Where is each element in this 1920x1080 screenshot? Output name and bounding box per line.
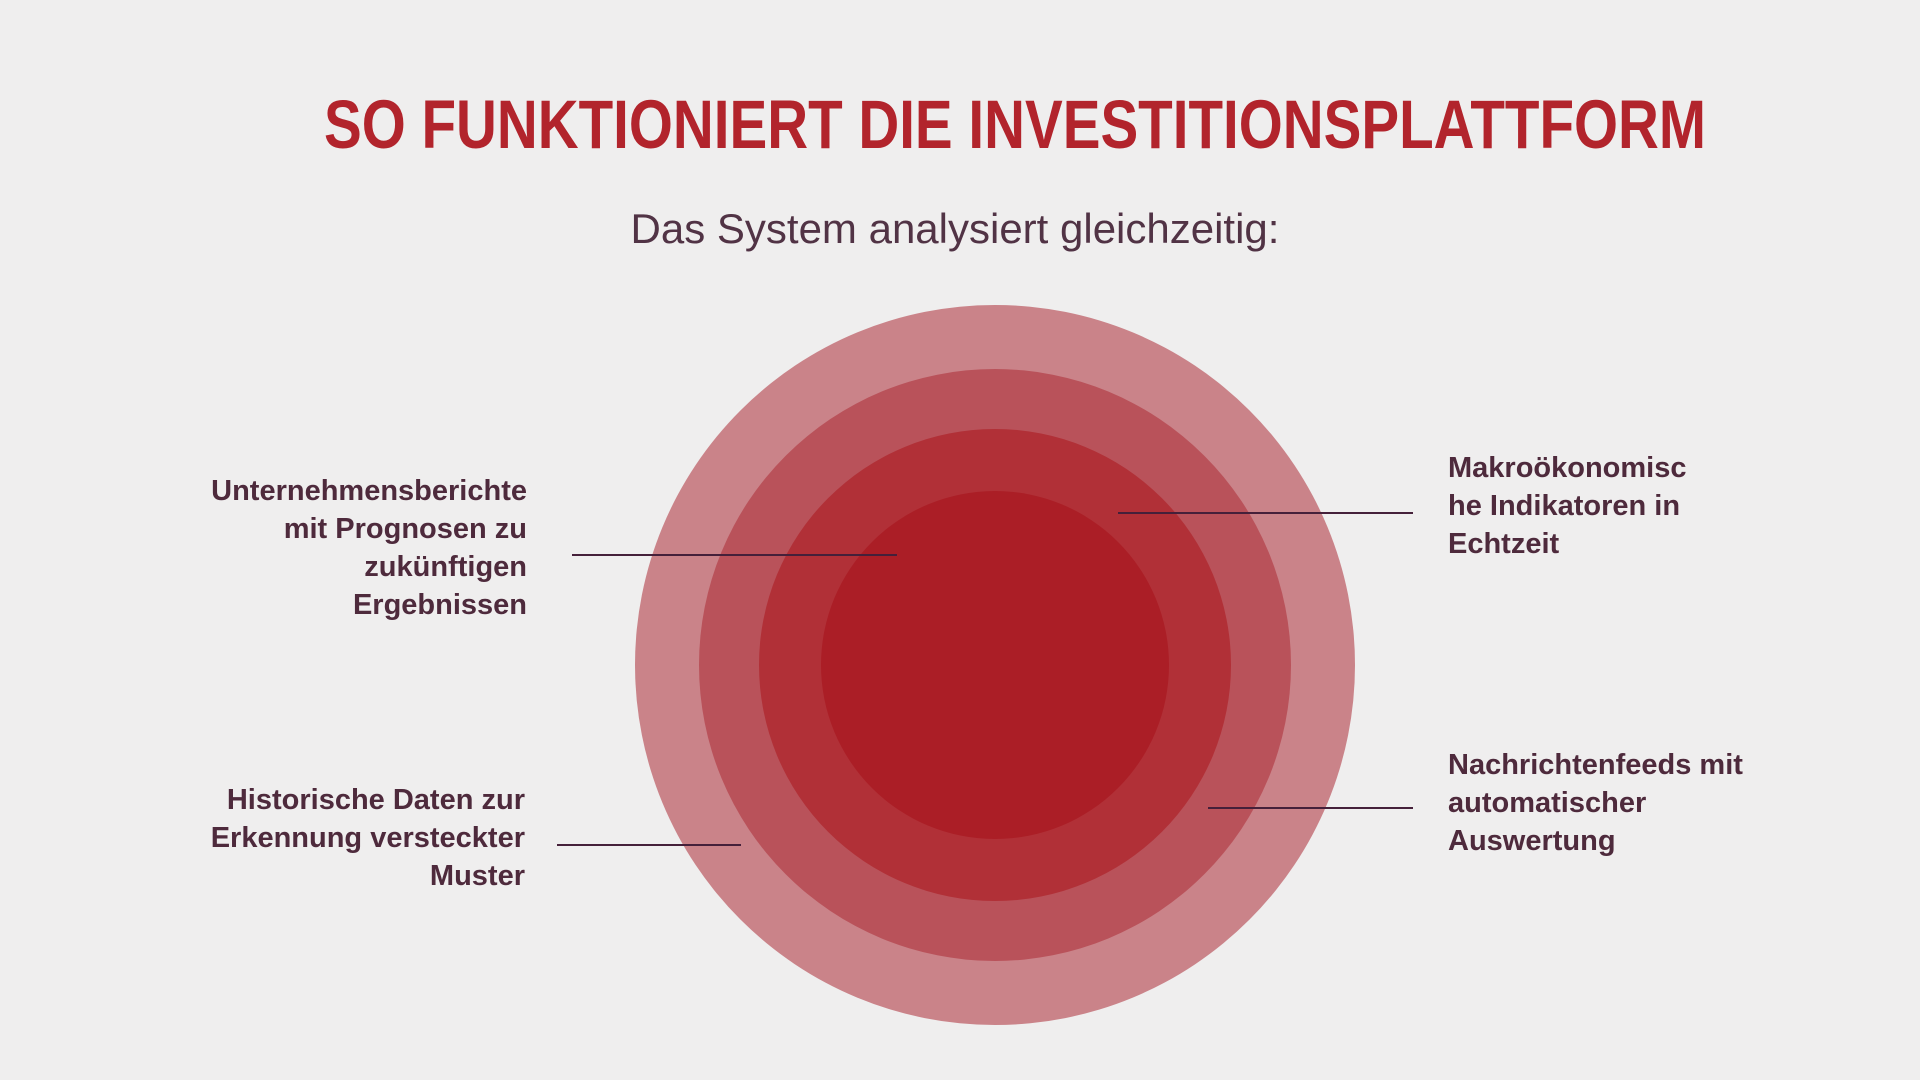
label-news-feeds: Nachrichtenfeeds mit automatischer Auswe…: [1448, 749, 1743, 857]
label-historical-data: Historische Daten zur Erkennung versteck…: [210, 784, 525, 892]
label-macro-indicators: Makroökonomisc he Indikatoren in Echtzei…: [1448, 452, 1687, 560]
label-company-reports: Unternehmensberichte mit Prognosen zu zu…: [211, 475, 527, 621]
connector-news-feeds: [1208, 807, 1413, 809]
connector-macro-indicators: [1118, 512, 1413, 514]
connector-company-reports: [572, 554, 897, 556]
subtitle: Das System analysiert gleichzeitig:: [630, 205, 1280, 252]
connector-historical-data: [557, 844, 741, 846]
page-title: SO FUNKTIONIERT DIE INVESTITIONSPLATTFOR…: [323, 86, 1707, 163]
ring-core: [821, 491, 1169, 839]
